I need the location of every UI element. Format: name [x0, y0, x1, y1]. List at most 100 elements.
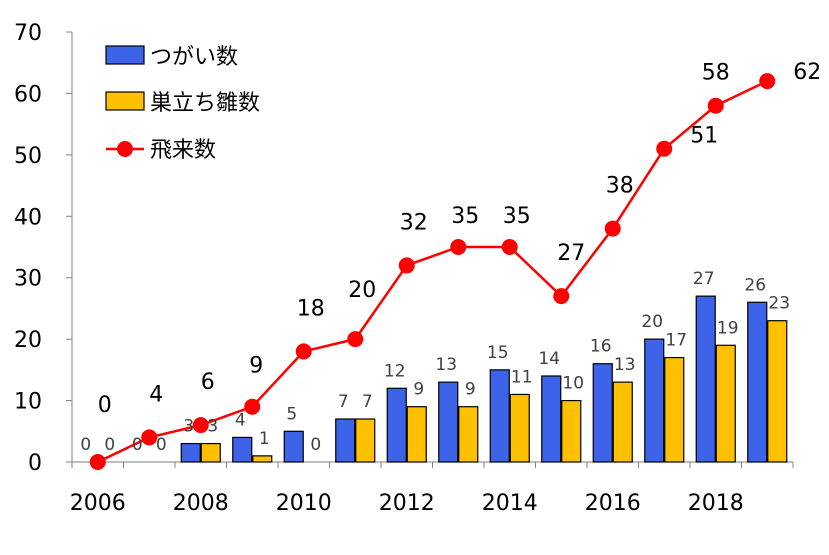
bar-pairs	[335, 418, 356, 463]
legend-swatch	[105, 45, 145, 65]
bar-data-label: 0	[310, 435, 321, 455]
bar-data-label: 23	[768, 294, 790, 314]
bar-data-label: 14	[538, 349, 560, 369]
bar-data-label: 0	[156, 435, 167, 455]
bar-pairs	[489, 369, 510, 463]
bar-pairs	[180, 442, 201, 463]
bar-data-label: 15	[487, 343, 509, 363]
bar-data-label: 9	[465, 380, 476, 400]
y-tick-label: 10	[14, 390, 42, 415]
bar-pairs	[438, 381, 459, 463]
line-data-label: 9	[249, 354, 263, 379]
x-tick-label: 2008	[173, 491, 229, 516]
bar-data-label: 27	[693, 269, 715, 289]
line-data-label: 62	[793, 60, 821, 85]
line-data-label: 58	[702, 61, 730, 86]
bar-fledglings	[355, 418, 376, 463]
bar-pairs	[644, 338, 665, 463]
line-point	[295, 343, 312, 360]
bar-pairs	[541, 375, 562, 463]
bar-data-label: 26	[744, 275, 766, 295]
bar-data-label: 3	[183, 417, 194, 437]
bar-data-label: 19	[717, 318, 739, 338]
bar-data-label: 13	[435, 355, 457, 375]
x-tick-label: 2014	[482, 491, 538, 516]
bar-fledglings	[664, 356, 685, 463]
bar-fledglings	[612, 381, 633, 463]
x-tick-label: 2016	[585, 491, 641, 516]
line-path	[97, 80, 768, 464]
line-data-label: 20	[348, 278, 376, 303]
bar-data-label: 0	[80, 435, 91, 455]
y-tick-label: 20	[14, 328, 42, 353]
bar-data-label: 17	[665, 331, 687, 351]
bar-pairs	[386, 387, 407, 463]
y-tick-label: 0	[28, 451, 42, 476]
x-tick-label: 2010	[276, 491, 332, 516]
bar-fledglings	[767, 320, 788, 463]
bar-data-label: 3	[207, 417, 218, 437]
x-tick-label: 2006	[70, 491, 126, 516]
bar-fledglings	[252, 455, 273, 463]
bar-data-label: 20	[641, 312, 663, 332]
bar-fledglings	[561, 399, 582, 463]
bar-pairs	[592, 363, 613, 463]
line-point	[759, 73, 776, 90]
line-data-label: 35	[451, 204, 479, 229]
line-point	[501, 239, 518, 255]
bar-fledglings	[509, 393, 530, 463]
bar-data-label: 1	[259, 429, 270, 449]
y-tick-label: 30	[14, 267, 42, 292]
x-tick-label: 2012	[379, 491, 435, 516]
bar-data-label: 16	[590, 337, 612, 357]
y-tick-label: 60	[14, 82, 42, 107]
legend-label: 巣立ち雛数	[150, 91, 260, 116]
bar-pairs	[695, 295, 716, 463]
bar-fledglings	[458, 406, 479, 463]
bar-data-label: 12	[384, 361, 406, 381]
line-data-label: 4	[149, 382, 163, 407]
line-point	[141, 429, 158, 446]
bar-pairs	[283, 430, 304, 463]
bar-data-label: 7	[362, 392, 373, 412]
line-point	[707, 97, 724, 114]
line-data-label: 18	[297, 296, 325, 321]
line-data-label: 32	[400, 210, 428, 235]
line-point	[398, 257, 415, 274]
line-series	[89, 73, 776, 470]
bar-data-label: 0	[104, 435, 115, 455]
line-data-label: 0	[98, 393, 112, 418]
line-data-label: 27	[557, 241, 585, 266]
y-tick-label: 40	[14, 205, 42, 230]
bar-data-label: 7	[338, 392, 349, 412]
line-data-label: 38	[606, 174, 634, 199]
line-data-label: 51	[690, 124, 718, 149]
y-tick-label: 50	[14, 144, 42, 169]
legend-label: つがい数	[150, 45, 238, 70]
bar-fledglings	[406, 406, 427, 463]
bars	[180, 295, 788, 463]
legend-swatch	[105, 91, 145, 111]
bar-data-label: 0	[132, 435, 143, 455]
line-data-label: 35	[503, 204, 531, 229]
bar-fledglings	[200, 442, 221, 463]
legend-swatch-marker	[117, 141, 133, 157]
line-point	[244, 398, 261, 415]
line-point	[604, 220, 621, 237]
bar-pairs	[232, 436, 253, 463]
line-point	[553, 288, 570, 305]
bar-data-label: 4	[235, 410, 246, 430]
line-data-label: 6	[201, 370, 215, 395]
legend-label: 飛来数	[150, 138, 216, 163]
y-tick-label: 70	[14, 21, 42, 46]
bar-data-label: 5	[286, 404, 297, 424]
bar-data-label: 9	[413, 380, 424, 400]
line-point	[89, 454, 106, 470]
line-point	[347, 331, 364, 348]
line-point	[192, 417, 209, 434]
bar-data-label: 13	[614, 355, 636, 375]
